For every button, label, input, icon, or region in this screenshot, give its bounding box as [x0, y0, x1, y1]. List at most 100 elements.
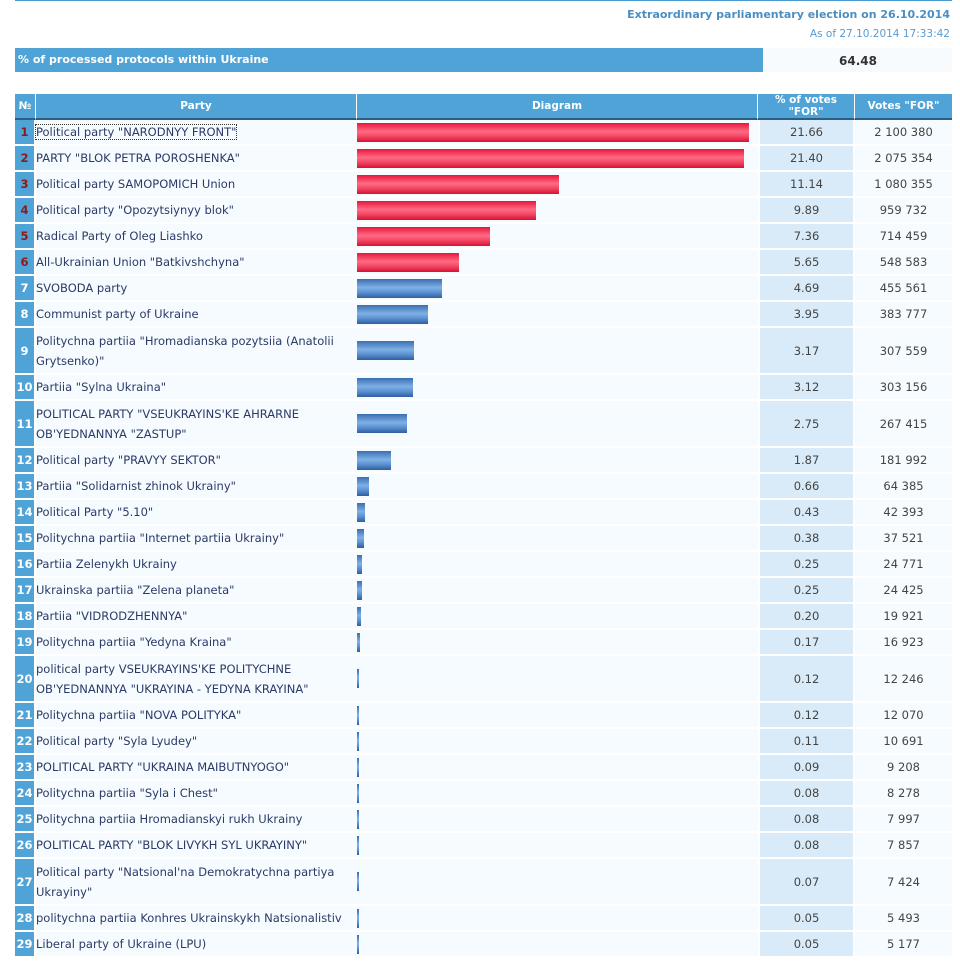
col-header-votes: Votes "FOR" — [855, 94, 952, 120]
diagram-cell — [357, 526, 758, 552]
party-name[interactable]: Political party "NARODNYY FRONT" — [34, 124, 238, 140]
diagram-cell — [357, 656, 758, 703]
vote-count: 10 691 — [855, 729, 952, 755]
diagram-cell — [357, 198, 758, 224]
party-name[interactable]: Politychna partiia "Yedyna Kraina" — [36, 635, 232, 649]
vote-percent: 3.95 — [758, 302, 855, 328]
vote-count: 2 075 354 — [855, 146, 952, 172]
party-name[interactable]: Political party "Opozytsiynyy blok" — [36, 203, 234, 217]
party-name[interactable]: PARTY "BLOK PETRA POROSHENKA" — [36, 151, 240, 165]
diagram-cell — [357, 474, 758, 500]
party-row[interactable]: 25 Politychna partiia Hromadianskyi rukh … — [15, 807, 952, 833]
party-number: 25 — [15, 807, 36, 833]
party-name[interactable]: politychna partiia Konhres Ukrainskykh N… — [36, 911, 342, 925]
party-row[interactable]: 20 political party VSEUKRAYINS'KE POLITYC… — [15, 656, 952, 703]
vote-share-bar — [357, 174, 559, 194]
vote-percent: 0.38 — [758, 526, 855, 552]
party-name[interactable]: political party VSEUKRAYINS'KE POLITYCHN… — [36, 661, 309, 696]
party-row[interactable]: 27 Political party "Natsional'na Demokrat… — [15, 859, 952, 906]
vote-count: 5 493 — [855, 906, 952, 932]
party-row[interactable]: 23 POLITICAL PARTY "UKRAINA MAIBUTNYOGO" 0… — [15, 755, 952, 781]
party-row[interactable]: 26 POLITICAL PARTY "BLOK LIVYKH SYL UKRAY… — [15, 833, 952, 859]
party-name[interactable]: All-Ukrainian Union "Batkivshchyna" — [36, 255, 245, 269]
party-name[interactable]: Partiia "Sylna Ukraina" — [36, 380, 167, 394]
diagram-cell — [357, 552, 758, 578]
vote-count: 8 278 — [855, 781, 952, 807]
party-number: 27 — [15, 859, 36, 906]
vote-count: 1 080 355 — [855, 172, 952, 198]
vote-share-bar — [357, 632, 361, 652]
party-row[interactable]: 15 Politychna partiia "Internet partiia U… — [15, 526, 952, 552]
party-row[interactable]: 11 POLITICAL PARTY "VSEUKRAYINS'KE AHRARN… — [15, 401, 952, 448]
party-row[interactable]: 13 Partiia "Solidarnist zhinok Ukrainy" 0.… — [15, 474, 952, 500]
vote-percent: 0.25 — [758, 552, 855, 578]
diagram-cell — [357, 781, 758, 807]
party-name[interactable]: Political party "Syla Lyudey" — [36, 734, 198, 748]
results-table: № Party Diagram % of votes "FOR" Votes "… — [15, 94, 952, 958]
party-name[interactable]: Radical Party of Oleg Liashko — [36, 229, 203, 243]
party-name[interactable]: Liberal party of Ukraine (LPU) — [36, 937, 207, 951]
party-name-cell: Partiia "VIDRODZHENNYA" — [36, 604, 357, 630]
processed-protocols-label: % of processed protocols within Ukraine — [15, 48, 763, 72]
vote-percent: 0.12 — [758, 656, 855, 703]
party-name[interactable]: POLITICAL PARTY "VSEUKRAYINS'KE AHRARNE … — [36, 406, 299, 441]
party-row[interactable]: 8 Communist party of Ukraine 3.95 383 777 — [15, 302, 952, 328]
party-name[interactable]: Ukrainska partiia "Zelena planeta" — [36, 583, 235, 597]
vote-share-bar — [357, 554, 362, 574]
party-row[interactable]: 1 Political party "NARODNYY FRONT" 21.66 2 … — [15, 120, 952, 146]
party-name[interactable]: Partiia "Solidarnist zhinok Ukrainy" — [36, 479, 236, 493]
party-number: 2 — [15, 146, 36, 172]
vote-count: 181 992 — [855, 448, 952, 474]
election-title: Extraordinary parliamentary election on … — [627, 8, 950, 21]
party-row[interactable]: 17 Ukrainska partiia "Zelena planeta" 0.25… — [15, 578, 952, 604]
table-header-row: № Party Diagram % of votes "FOR" Votes "… — [15, 94, 952, 120]
party-name[interactable]: Political party "PRAVYY SEKTOR" — [36, 453, 221, 467]
party-name[interactable]: POLITICAL PARTY "UKRAINA MAIBUTNYOGO" — [36, 760, 290, 774]
party-row[interactable]: 29 Liberal party of Ukraine (LPU) 0.05 5 17… — [15, 932, 952, 958]
party-row[interactable]: 2 PARTY "BLOK PETRA POROSHENKA" 21.40 2 075… — [15, 146, 952, 172]
party-name-cell: Politychna partiia "Syla i Chest" — [36, 781, 357, 807]
vote-count: 2 100 380 — [855, 120, 952, 146]
vote-count: 37 521 — [855, 526, 952, 552]
party-name[interactable]: Communist party of Ukraine — [36, 307, 199, 321]
party-row[interactable]: 28 politychna partiia Konhres Ukrainskykh… — [15, 906, 952, 932]
party-row[interactable]: 3 Political party SAMOPOMICH Union 11.14 1 … — [15, 172, 952, 198]
party-name[interactable]: POLITICAL PARTY "BLOK LIVYKH SYL UKRAYIN… — [36, 838, 308, 852]
party-name-cell: Politychna partiia "NOVA POLITYKA" — [36, 703, 357, 729]
party-name[interactable]: Political party SAMOPOMICH Union — [36, 177, 236, 191]
party-name[interactable]: Partiia "VIDRODZHENNYA" — [36, 609, 188, 623]
party-name[interactable]: Politychna partiia "Internet partiia Ukr… — [36, 531, 285, 545]
diagram-cell — [357, 833, 758, 859]
diagram-cell — [357, 276, 758, 302]
party-name-cell: Politychna partiia "Hromadianska pozytsi… — [36, 328, 357, 375]
processed-protocols-value: 64.48 — [764, 48, 952, 72]
party-name[interactable]: Politychna partiia "Hromadianska pozytsi… — [36, 333, 334, 368]
party-number: 1 — [15, 120, 36, 146]
party-row[interactable]: 5 Radical Party of Oleg Liashko 7.36 714 45… — [15, 224, 952, 250]
party-name[interactable]: Politychna partiia "NOVA POLITYKA" — [36, 708, 242, 722]
party-row[interactable]: 18 Partiia "VIDRODZHENNYA" 0.20 19 921 — [15, 604, 952, 630]
party-name[interactable]: Political Party "5.10" — [36, 505, 154, 519]
party-row[interactable]: 21 Politychna partiia "NOVA POLITYKA" 0.12… — [15, 703, 952, 729]
vote-percent: 0.12 — [758, 703, 855, 729]
party-row[interactable]: 16 Partiia Zelenykh Ukrainy 0.25 24 771 — [15, 552, 952, 578]
party-row[interactable]: 22 Political party "Syla Lyudey" 0.11 10 69… — [15, 729, 952, 755]
party-row[interactable]: 6 All-Ukrainian Union "Batkivshchyna" 5.65… — [15, 250, 952, 276]
vote-count: 7 424 — [855, 859, 952, 906]
party-number: 23 — [15, 755, 36, 781]
party-row[interactable]: 24 Politychna partiia "Syla i Chest" 0.08 8… — [15, 781, 952, 807]
party-name-cell: Politychna partiia "Internet partiia Ukr… — [36, 526, 357, 552]
party-name[interactable]: Partiia Zelenykh Ukrainy — [36, 557, 177, 571]
party-row[interactable]: 14 Political Party "5.10" 0.43 42 393 — [15, 500, 952, 526]
party-name[interactable]: SVOBODA party — [36, 281, 128, 295]
party-row[interactable]: 10 Partiia "Sylna Ukraina" 3.12 303 156 — [15, 375, 952, 401]
party-name[interactable]: Political party "Natsional'na Demokratyc… — [36, 864, 335, 899]
party-row[interactable]: 7 SVOBODA party 4.69 455 561 — [15, 276, 952, 302]
vote-percent: 0.20 — [758, 604, 855, 630]
party-name[interactable]: Politychna partiia Hromadianskyi rukh Uk… — [36, 812, 303, 826]
party-row[interactable]: 4 Political party "Opozytsiynyy blok" 9.89… — [15, 198, 952, 224]
party-row[interactable]: 9 Politychna partiia "Hromadianska pozyts… — [15, 328, 952, 375]
party-row[interactable]: 12 Political party "PRAVYY SEKTOR" 1.87 181… — [15, 448, 952, 474]
party-name[interactable]: Politychna partiia "Syla i Chest" — [36, 786, 218, 800]
party-row[interactable]: 19 Politychna partiia "Yedyna Kraina" 0.17… — [15, 630, 952, 656]
